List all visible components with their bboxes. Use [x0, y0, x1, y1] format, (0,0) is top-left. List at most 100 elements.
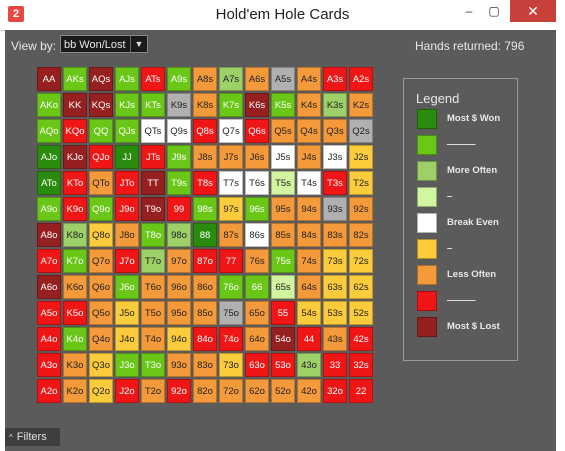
- hand-cell[interactable]: 72o: [219, 379, 243, 403]
- hand-cell[interactable]: QJo: [89, 145, 113, 169]
- hand-cell[interactable]: T7o: [141, 249, 165, 273]
- hand-cell[interactable]: T4s: [297, 171, 321, 195]
- hand-cell[interactable]: JTo: [115, 171, 139, 195]
- close-button[interactable]: ✕: [510, 0, 556, 22]
- hand-cell[interactable]: Q5o: [89, 301, 113, 325]
- hand-cell[interactable]: QTo: [89, 171, 113, 195]
- hand-cell[interactable]: 55: [271, 301, 295, 325]
- hand-cell[interactable]: A6o: [37, 275, 61, 299]
- hand-cell[interactable]: JTs: [141, 145, 165, 169]
- hand-cell[interactable]: Q3o: [89, 353, 113, 377]
- hand-cell[interactable]: 33: [323, 353, 347, 377]
- hand-cell[interactable]: 93o: [167, 353, 191, 377]
- hand-cell[interactable]: Q6o: [89, 275, 113, 299]
- hand-cell[interactable]: 85o: [193, 301, 217, 325]
- hand-cell[interactable]: J5o: [115, 301, 139, 325]
- hand-cell[interactable]: K4o: [63, 327, 87, 351]
- hand-cell[interactable]: 63s: [323, 275, 347, 299]
- hand-cell[interactable]: 73s: [323, 249, 347, 273]
- hand-cell[interactable]: 86o: [193, 275, 217, 299]
- minimize-button[interactable]: ‒: [465, 4, 473, 18]
- hand-cell[interactable]: 43o: [297, 353, 321, 377]
- hand-cell[interactable]: Q2o: [89, 379, 113, 403]
- hand-cell[interactable]: K9s: [167, 93, 191, 117]
- chevron-down-icon[interactable]: ▼: [130, 36, 147, 52]
- hand-cell[interactable]: K6s: [245, 93, 269, 117]
- hand-cell[interactable]: 83s: [323, 223, 347, 247]
- hand-cell[interactable]: 87o: [193, 249, 217, 273]
- hand-cell[interactable]: TT: [141, 171, 165, 195]
- hand-cell[interactable]: 32s: [349, 353, 373, 377]
- hand-cell[interactable]: QJs: [115, 119, 139, 143]
- hand-cell[interactable]: KQs: [89, 93, 113, 117]
- hand-cell[interactable]: T7s: [219, 171, 243, 195]
- hand-cell[interactable]: J3o: [115, 353, 139, 377]
- hand-cell[interactable]: 99: [167, 197, 191, 221]
- hand-cell[interactable]: 97s: [219, 197, 243, 221]
- hand-cell[interactable]: 95o: [167, 301, 191, 325]
- hand-cell[interactable]: J8o: [115, 223, 139, 247]
- hand-cell[interactable]: 82s: [349, 223, 373, 247]
- hand-cell[interactable]: J2s: [349, 145, 373, 169]
- hand-cell[interactable]: K4s: [297, 93, 321, 117]
- hand-cell[interactable]: 52s: [349, 301, 373, 325]
- hand-cell[interactable]: 75o: [219, 301, 243, 325]
- hand-cell[interactable]: KTo: [63, 171, 87, 195]
- hand-cell[interactable]: 84s: [297, 223, 321, 247]
- hand-cell[interactable]: T5o: [141, 301, 165, 325]
- hand-cell[interactable]: 83o: [193, 353, 217, 377]
- hand-cell[interactable]: 53o: [271, 353, 295, 377]
- hand-cell[interactable]: AQs: [89, 67, 113, 91]
- hand-cell[interactable]: 92s: [349, 197, 373, 221]
- hand-cell[interactable]: 76s: [245, 249, 269, 273]
- hand-cell[interactable]: T3s: [323, 171, 347, 195]
- hand-cell[interactable]: 42s: [349, 327, 373, 351]
- hand-cell[interactable]: 44: [297, 327, 321, 351]
- hand-cell[interactable]: 62o: [245, 379, 269, 403]
- hand-cell[interactable]: A5o: [37, 301, 61, 325]
- hand-cell[interactable]: K2s: [349, 93, 373, 117]
- hand-cell[interactable]: KQo: [63, 119, 87, 143]
- hand-cell[interactable]: Q8s: [193, 119, 217, 143]
- hand-cell[interactable]: 63o: [245, 353, 269, 377]
- hand-cell[interactable]: QQ: [89, 119, 113, 143]
- hand-cell[interactable]: Q9o: [89, 197, 113, 221]
- hand-cell[interactable]: A4s: [297, 67, 321, 91]
- hand-cell[interactable]: 95s: [271, 197, 295, 221]
- hand-cell[interactable]: A9s: [167, 67, 191, 91]
- hand-cell[interactable]: 65o: [245, 301, 269, 325]
- hand-cell[interactable]: 92o: [167, 379, 191, 403]
- hand-cell[interactable]: K7o: [63, 249, 87, 273]
- hand-cell[interactable]: J7s: [219, 145, 243, 169]
- hand-cell[interactable]: 54o: [271, 327, 295, 351]
- hand-cell[interactable]: J9s: [167, 145, 191, 169]
- hand-cell[interactable]: Q3s: [323, 119, 347, 143]
- hand-cell[interactable]: A6s: [245, 67, 269, 91]
- hand-cell[interactable]: A9o: [37, 197, 61, 221]
- maximize-button[interactable]: ▢: [488, 4, 500, 18]
- hand-cell[interactable]: 43s: [323, 327, 347, 351]
- hand-cell[interactable]: 66: [245, 275, 269, 299]
- hand-cell[interactable]: K6o: [63, 275, 87, 299]
- hand-cell[interactable]: ATo: [37, 171, 61, 195]
- hand-cell[interactable]: 98s: [193, 197, 217, 221]
- hand-cell[interactable]: 64s: [297, 275, 321, 299]
- hand-cell[interactable]: A8s: [193, 67, 217, 91]
- hand-cell[interactable]: 85s: [271, 223, 295, 247]
- hand-cell[interactable]: 64o: [245, 327, 269, 351]
- hand-cell[interactable]: T4o: [141, 327, 165, 351]
- hand-cell[interactable]: J7o: [115, 249, 139, 273]
- hand-cell[interactable]: 32o: [323, 379, 347, 403]
- hand-cell[interactable]: A7o: [37, 249, 61, 273]
- hand-cell[interactable]: AKo: [37, 93, 61, 117]
- hand-cell[interactable]: 86s: [245, 223, 269, 247]
- hand-cell[interactable]: KJo: [63, 145, 87, 169]
- hand-cell[interactable]: K9o: [63, 197, 87, 221]
- hand-cell[interactable]: AKs: [63, 67, 87, 91]
- hand-cell[interactable]: T8s: [193, 171, 217, 195]
- hand-cell[interactable]: AQo: [37, 119, 61, 143]
- hand-cell[interactable]: AA: [37, 67, 61, 91]
- hand-cell[interactable]: Q2s: [349, 119, 373, 143]
- hand-cell[interactable]: J4o: [115, 327, 139, 351]
- hand-cell[interactable]: K8o: [63, 223, 87, 247]
